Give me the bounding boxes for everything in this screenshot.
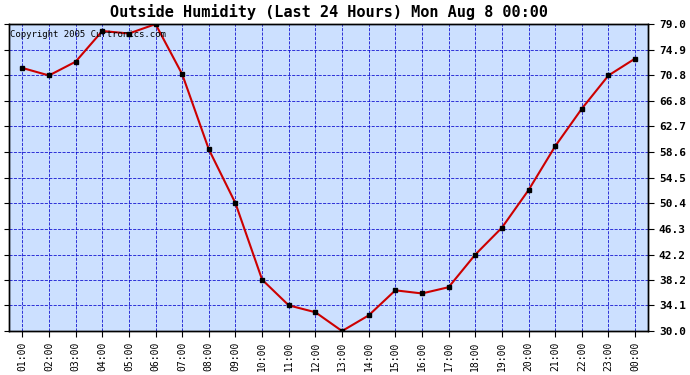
Title: Outside Humidity (Last 24 Hours) Mon Aug 8 00:00: Outside Humidity (Last 24 Hours) Mon Aug…	[110, 4, 548, 20]
Text: Copyright 2005 Curtronics.com: Copyright 2005 Curtronics.com	[10, 30, 166, 39]
